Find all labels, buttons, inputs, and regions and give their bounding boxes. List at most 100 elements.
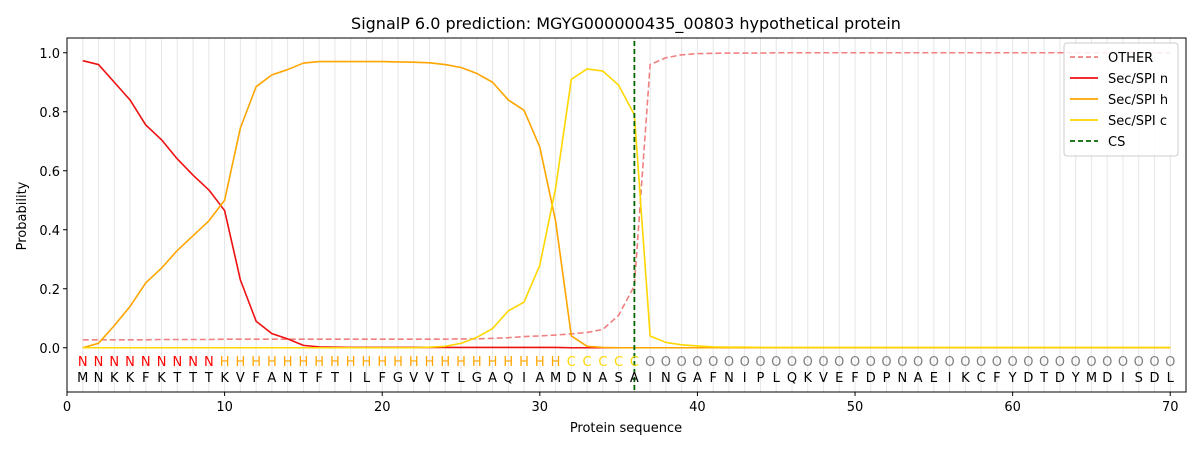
residue-letter: T [1039,371,1048,386]
series-line [82,60,1171,349]
region-label: O [881,355,891,370]
residue-letter: E [835,371,843,386]
residue-letter: T [330,371,339,386]
residue-letter: I [648,371,652,386]
y-tick-label: 1.0 [39,47,60,62]
region-label: O [1023,355,1033,370]
region-label: O [1055,355,1065,370]
region-label: O [755,355,765,370]
region-label: N [109,355,119,370]
region-label: H [235,355,245,370]
residue-letter: T [204,371,213,386]
x-tick-label: 50 [847,400,864,415]
region-label: H [409,355,419,370]
x-axis-label: Protein sequence [570,421,682,436]
region-label: H [346,355,356,370]
residue-letter: K [126,371,135,386]
sequence-layer: NMNNNKNKNFNKNTNTNTHKHVHFHAHNHTHFHTHIHLHF… [77,355,1175,386]
x-tick-label: 70 [1162,400,1179,415]
region-label: H [362,355,372,370]
residue-letter: T [172,371,181,386]
x-tick-label: 40 [689,400,706,415]
legend-label: CS [1108,135,1125,150]
region-label: O [1118,355,1128,370]
residue-letter: D [1149,371,1159,386]
residue-letter: L [363,371,371,386]
region-label: H [393,355,403,370]
residue-letter: N [283,371,293,386]
plot-frame [66,37,1187,393]
residue-letter: Y [1008,371,1017,386]
residue-letter: M [77,371,88,386]
region-label: N [188,355,198,370]
region-label: C [614,355,623,370]
residue-letter: T [298,371,307,386]
region-label: H [330,355,340,370]
residue-letter: F [252,371,259,386]
chart-title: SignalP 6.0 prediction: MGYG000000435_00… [351,14,901,34]
legend-label: Sec/SPI h [1108,93,1168,108]
region-label: O [645,355,655,370]
residue-letter: L [457,371,465,386]
residue-letter: I [948,371,952,386]
region-label: O [866,355,876,370]
series-line [82,68,1171,349]
residue-letter: M [550,371,561,386]
region-label: O [771,355,781,370]
residue-letter: N [582,371,592,386]
residue-letter: I [743,371,747,386]
region-label: O [897,355,907,370]
region-label: O [1102,355,1112,370]
region-label: H [456,355,466,370]
x-tick-label: 10 [216,400,233,415]
region-label: O [1071,355,1081,370]
region-label: N [141,355,151,370]
region-label: O [1039,355,1049,370]
y-tick-label: 0.4 [39,224,60,239]
region-label: C [567,355,576,370]
region-label: H [299,355,309,370]
residue-letter: I [1121,371,1125,386]
region-label: O [850,355,860,370]
residue-letter: V [425,371,434,386]
residue-letter: C [977,371,986,386]
legend-box [1063,42,1179,157]
region-label: O [1134,355,1144,370]
residue-letter: L [1167,371,1175,386]
residue-letter: F [993,371,1000,386]
region-label: C [598,355,607,370]
region-label: O [960,355,970,370]
region-label: N [172,355,182,370]
region-label: O [692,355,702,370]
residue-letter: A [598,371,607,386]
residue-letter: I [522,371,526,386]
residue-letter: G [393,371,403,386]
region-label: O [976,355,986,370]
x-tick-label: 0 [63,400,71,415]
residue-letter: S [614,371,622,386]
region-label: H [440,355,450,370]
residue-letter: D [1023,371,1033,386]
region-label: H [220,355,230,370]
region-label: H [425,355,435,370]
region-label: H [283,355,293,370]
residue-letter: A [914,371,923,386]
region-label: O [724,355,734,370]
region-label: O [1149,355,1159,370]
residue-letter: F [142,371,149,386]
legend: OTHER Sec/SPI n Sec/SPI h Sec/SPI c CS [1063,42,1179,157]
region-label: H [472,355,482,370]
legend-label: Sec/SPI n [1108,72,1168,87]
region-label: N [157,355,167,370]
residue-letter: D [566,371,576,386]
region-label: O [1086,355,1096,370]
y-tick-label: 0.6 [39,165,60,180]
residue-letter: P [883,371,891,386]
residue-letter: I [349,371,353,386]
residue-letter: F [315,371,322,386]
residue-letter: M [1086,371,1097,386]
residue-letter: F [709,371,716,386]
residue-letter: Q [503,371,513,386]
y-axis-label: Probability [15,181,30,250]
residue-letter: D [1102,371,1112,386]
